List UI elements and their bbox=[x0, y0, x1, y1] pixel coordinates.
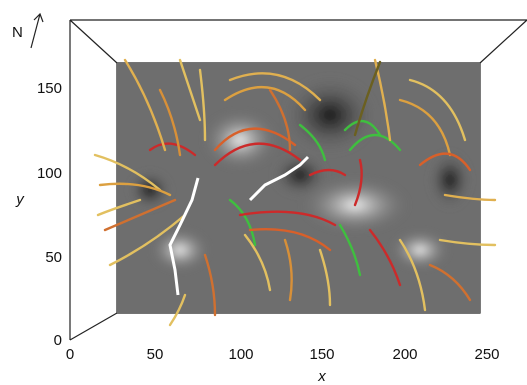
x-tick-label: 200 bbox=[392, 346, 417, 363]
field-line bbox=[343, 120, 382, 137]
y-axis-title: y bbox=[15, 191, 25, 208]
field-line bbox=[123, 58, 167, 152]
field-line bbox=[348, 133, 402, 152]
field-line bbox=[98, 182, 172, 197]
y-tick-label: 100 bbox=[37, 165, 62, 182]
field-line bbox=[213, 127, 297, 152]
field-line bbox=[108, 213, 187, 267]
positive-polarity-patch bbox=[150, 228, 210, 272]
north-arrow-icon bbox=[30, 12, 44, 49]
x-tick-label: 0 bbox=[66, 346, 74, 363]
north-indicator: N bbox=[12, 12, 44, 49]
field-line bbox=[248, 228, 332, 252]
field-line bbox=[438, 238, 497, 247]
x-tick-label: 50 bbox=[147, 346, 164, 363]
magnetogram bbox=[117, 63, 480, 313]
field-line bbox=[398, 98, 452, 157]
field-line bbox=[418, 152, 472, 172]
field-line bbox=[168, 293, 187, 327]
x-tick-label: 100 bbox=[228, 346, 253, 363]
field-line bbox=[228, 72, 322, 102]
positive-polarity-patch bbox=[390, 230, 450, 270]
field-line bbox=[443, 193, 497, 202]
field-line bbox=[103, 198, 177, 232]
field-line bbox=[353, 158, 363, 207]
field-line bbox=[368, 228, 402, 287]
field-line bbox=[238, 210, 337, 227]
field-line bbox=[148, 142, 197, 157]
y-axis: 0 50 100 150 y bbox=[15, 80, 62, 349]
field-line bbox=[223, 86, 307, 112]
positive-polarity-patch bbox=[202, 110, 278, 170]
field-line bbox=[93, 153, 162, 192]
field-line bbox=[398, 238, 427, 312]
field-line bbox=[178, 58, 202, 122]
field-line bbox=[298, 123, 327, 162]
neutral-line bbox=[168, 155, 310, 296]
y-tick-label: 0 bbox=[54, 332, 62, 349]
north-label: N bbox=[12, 24, 23, 41]
x-tick-label: 250 bbox=[474, 346, 499, 363]
field-line bbox=[228, 198, 257, 247]
x-axis-title: x bbox=[317, 368, 326, 385]
field-lines bbox=[93, 58, 497, 327]
x-axis: 0 50 100 150 200 250 x bbox=[66, 346, 500, 385]
field-line bbox=[158, 88, 182, 157]
field-line bbox=[243, 233, 272, 292]
x-tick-label: 150 bbox=[309, 346, 334, 363]
negative-polarity-patch bbox=[428, 150, 472, 210]
y-tick-label: 150 bbox=[37, 80, 62, 97]
negative-polarity-patch bbox=[272, 153, 328, 197]
field-line bbox=[283, 238, 293, 302]
field-line bbox=[213, 142, 302, 167]
negative-polarity-patch bbox=[282, 75, 378, 155]
field-line bbox=[353, 60, 382, 137]
field-line bbox=[318, 248, 332, 307]
field-line bbox=[338, 223, 362, 277]
y-tick-label: 50 bbox=[45, 249, 62, 266]
field-line bbox=[408, 78, 467, 142]
field-line bbox=[198, 68, 207, 142]
field-line bbox=[308, 168, 347, 177]
field-line bbox=[268, 88, 292, 152]
field-line bbox=[96, 198, 142, 217]
field-line bbox=[203, 253, 217, 317]
field-line bbox=[428, 263, 472, 302]
